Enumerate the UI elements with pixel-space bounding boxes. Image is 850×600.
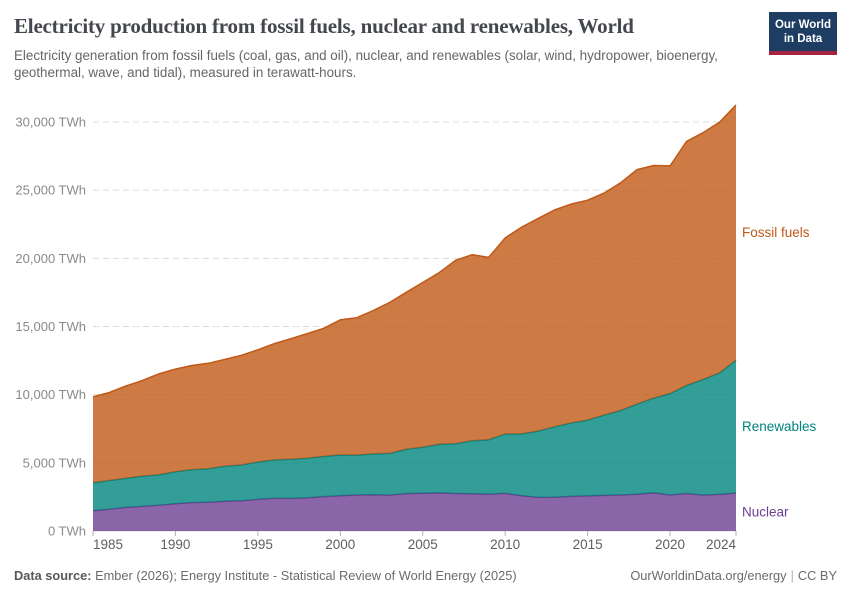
credit-separator: |: [790, 568, 794, 583]
x-tick-label: 2015: [573, 537, 603, 552]
series-labels: Nuclear Renewables Fossil fuels: [742, 225, 817, 519]
x-tick-label: 1985: [93, 537, 123, 552]
y-tick-label: 10,000 TWh: [15, 387, 86, 402]
x-tick-label: 2024: [706, 537, 737, 552]
owid-url-link[interactable]: OurWorldinData.org/energy: [630, 568, 787, 583]
data-source-label: Data source:: [14, 568, 92, 583]
x-tick-label: 1995: [243, 537, 273, 552]
area-series: [92, 104, 737, 531]
area-top-line-fossil-fuels: [92, 104, 737, 398]
area-nuclear[interactable]: [93, 492, 736, 531]
y-tick-label: 5,000 TWh: [23, 455, 86, 470]
series-label-renewables[interactable]: Renewables: [742, 419, 817, 434]
x-tick-label: 2010: [490, 537, 520, 552]
license-link[interactable]: CC BY: [797, 568, 837, 583]
x-tick-label: 2005: [408, 537, 438, 552]
area-fossil-fuels[interactable]: [93, 105, 736, 483]
x-axis: 1985 1990 1995 2000 2005 2010 2015 2020 2024: [92, 531, 737, 552]
x-tick-label: 1990: [160, 537, 190, 552]
series-label-fossil-fuels[interactable]: Fossil fuels: [742, 225, 810, 240]
data-source-text: Ember (2026); Energy Institute - Statist…: [91, 568, 517, 583]
owid-logo-line1: Our World: [774, 19, 831, 31]
chart-footer: Data source: Ember (2026); Energy Instit…: [14, 568, 837, 583]
area-renewables[interactable]: [93, 360, 736, 511]
series-label-nuclear[interactable]: Nuclear: [742, 505, 789, 520]
credit: OurWorldinData.org/energy | CC BY: [630, 568, 837, 583]
data-source: Data source: Ember (2026); Energy Instit…: [14, 568, 517, 583]
y-tick-label: 20,000 TWh: [15, 251, 86, 266]
chart-title: Electricity production from fossil fuels…: [14, 14, 634, 38]
chart-header: Electricity production from fossil fuels…: [14, 13, 754, 81]
y-tick-label: 0 TWh: [48, 524, 86, 539]
y-tick-label: 30,000 TWh: [15, 115, 86, 130]
x-tick-label: 2020: [655, 537, 685, 552]
owid-logo[interactable]: Our World in Data: [769, 12, 837, 55]
chart-subtitle: Electricity generation from fossil fuels…: [14, 48, 718, 80]
x-tick-label: 2000: [325, 537, 355, 552]
y-tick-label: 15,000 TWh: [15, 319, 86, 334]
y-tick-label: 25,000 TWh: [15, 183, 86, 198]
owid-logo-line2: in Data: [783, 33, 823, 46]
